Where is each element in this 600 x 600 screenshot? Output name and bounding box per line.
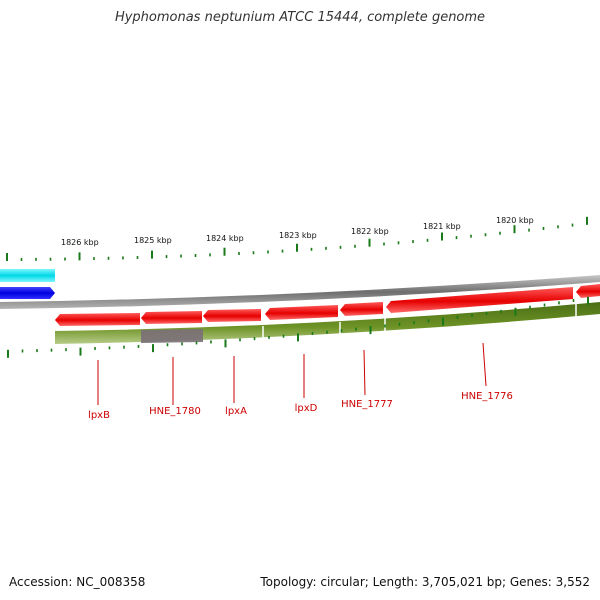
cds-highlight[interactable] xyxy=(141,329,203,343)
gene-arrow-lpxD[interactable] xyxy=(265,305,338,320)
gene-label-HNE_1776[interactable]: HNE_1776 xyxy=(461,391,513,402)
genome-backbone xyxy=(0,275,600,309)
gene-label-HNE_1780[interactable]: HNE_1780 xyxy=(149,406,201,417)
ruler-label: 1821 kbp xyxy=(423,222,461,231)
ruler-lower-ticks xyxy=(7,296,589,358)
ruler-label: 1824 kbp xyxy=(206,234,244,243)
leader-line xyxy=(482,342,487,387)
topology-text: Topology: circular; Length: 3,705,021 bp… xyxy=(260,575,590,589)
ruler-label: 1823 kbp xyxy=(279,231,317,240)
gene-arrow-lpxB[interactable] xyxy=(55,313,140,326)
track-cyan[interactable] xyxy=(0,269,55,282)
gene-label-lpxB[interactable]: lpxB xyxy=(88,410,110,421)
gene-label-lpxD[interactable]: lpxD xyxy=(295,403,318,414)
ruler-label: 1820 kbp xyxy=(496,216,534,225)
gene-arrow-HNE_1780[interactable] xyxy=(141,311,202,324)
gene-labels: lpxB HNE_1780 lpxA lpxD HNE_1777 HNE_177… xyxy=(88,342,513,421)
gene-label-lpxA[interactable]: lpxA xyxy=(225,406,247,417)
gene-arrow-lpxA[interactable] xyxy=(203,309,261,322)
accession-text: Accession: NC_008358 xyxy=(9,575,146,589)
gene-arrows xyxy=(55,284,600,326)
map-title: Hyphomonas neptunium ATCC 15444, complet… xyxy=(114,10,486,25)
track-blue-arrow[interactable] xyxy=(0,287,55,299)
gene-arrow-next[interactable] xyxy=(576,284,600,298)
gene-arrow-HNE_1777[interactable] xyxy=(340,302,383,316)
cds-track xyxy=(55,302,600,344)
ruler-label: 1826 kbp xyxy=(61,238,99,247)
cds-separators xyxy=(262,304,577,340)
ruler-upper-ticks xyxy=(6,216,588,261)
ruler-upper: 1826 kbp 1825 kbp 1824 kbp 1823 kbp 1822… xyxy=(6,216,588,261)
ruler-label: 1822 kbp xyxy=(351,227,389,236)
gene-label-HNE_1777[interactable]: HNE_1777 xyxy=(341,399,393,410)
leader-line xyxy=(363,349,366,396)
ruler-label: 1825 kbp xyxy=(134,236,172,245)
gene-arrow-HNE_1776[interactable] xyxy=(386,287,573,313)
